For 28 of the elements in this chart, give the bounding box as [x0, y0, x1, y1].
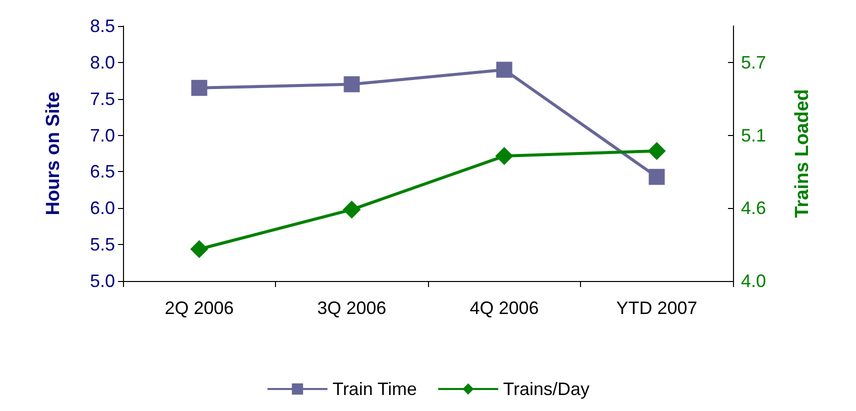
- y2-axis-title: Trains Loaded: [792, 89, 813, 218]
- point: [342, 200, 361, 219]
- legend-label: Trains/Day: [503, 379, 590, 399]
- y-tick-label: 6.0: [90, 198, 115, 218]
- y-tick-label: 5.0: [90, 271, 115, 291]
- y-tick-label: 6.5: [90, 162, 115, 182]
- legend-label: Train Time: [332, 379, 417, 399]
- y-tick-label: 8.0: [90, 52, 115, 72]
- point: [191, 80, 208, 96]
- point: [648, 168, 665, 185]
- y2-tick-label: 4.6: [741, 198, 766, 218]
- point: [495, 147, 514, 166]
- point: [648, 142, 666, 160]
- y2-tick-label: 5.7: [741, 52, 766, 72]
- point: [496, 62, 512, 78]
- y-tick-label: 7.0: [90, 125, 115, 146]
- y-axis-title: Hours on Site: [43, 92, 64, 216]
- point: [190, 240, 208, 258]
- y-tick-label: 8.5: [90, 16, 115, 36]
- x-tick-label: 2Q 2006: [164, 298, 234, 318]
- x-tick-label: 4Q 2006: [470, 298, 539, 318]
- y-tick-label: 5.5: [90, 234, 115, 255]
- point: [344, 76, 360, 92]
- y2-tick-label: 5.1: [741, 125, 766, 146]
- y2-tick-label: 4.0: [741, 271, 766, 291]
- x-tick-label: 3Q 2006: [317, 298, 386, 318]
- y-tick-label: 7.5: [90, 88, 115, 109]
- x-tick-label: YTD 2007: [616, 298, 698, 318]
